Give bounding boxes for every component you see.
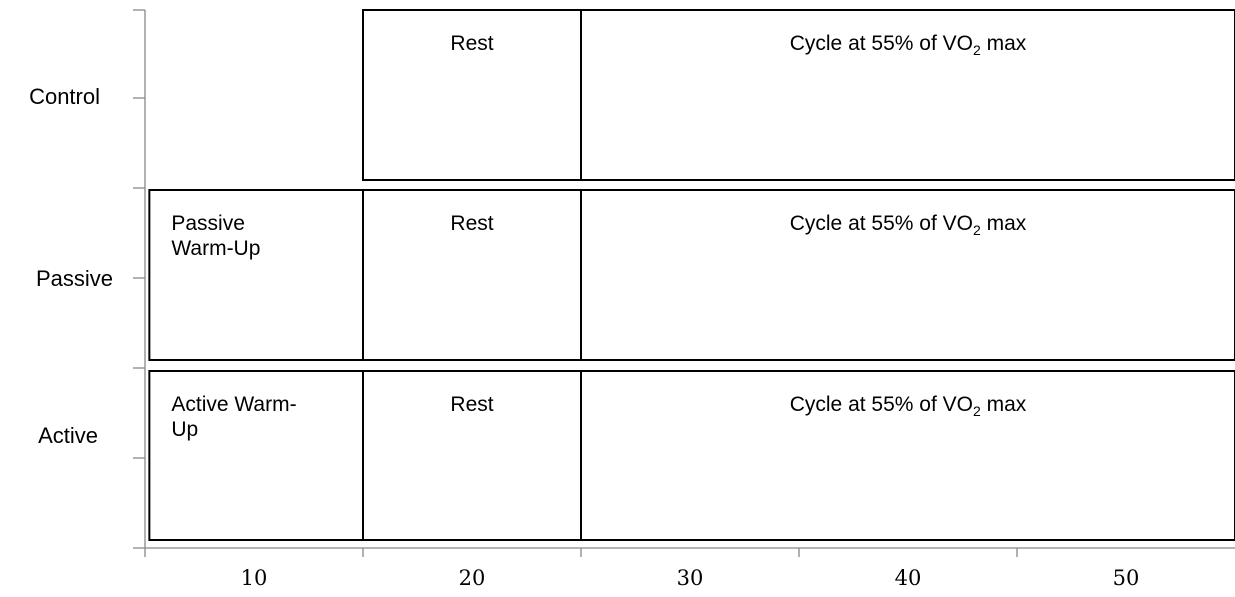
category-label-passive: Passive	[36, 266, 113, 291]
segment-control-cycle-at-55-of-vo	[580, 9, 1235, 181]
category-label-active: Active	[38, 423, 98, 448]
segment-passive-cycle-at-55-of-vo	[580, 189, 1235, 361]
segment-label: Active Warm-	[171, 393, 296, 416]
segment-label: Passive	[171, 212, 245, 235]
segment-label: Up	[171, 418, 198, 441]
category-label-control: Control	[29, 84, 100, 109]
segment-label: Rest	[450, 212, 493, 235]
x-tick-label: 40	[895, 566, 922, 590]
segment-label: Cycle at 55% of VO2 max	[790, 212, 1027, 238]
x-tick-label: 20	[459, 566, 486, 590]
bars-layer	[148, 9, 1235, 541]
x-tick-label: 50	[1113, 566, 1140, 590]
segment-control-rest	[362, 9, 582, 181]
labels-layer: 10 20 30 40 50 Control Passive Active Rest Cycle …	[29, 32, 1139, 590]
segment-label: Warm-Up	[171, 237, 260, 260]
segment-label: Cycle at 55% of VO2 max	[790, 393, 1027, 419]
segment-passive-rest	[362, 189, 582, 361]
segment-passive-passive-warm-up	[148, 189, 364, 361]
x-tick-label: 30	[677, 566, 704, 590]
segment-label: Rest	[450, 393, 493, 416]
segment-active-cycle-at-55-of-vo	[580, 370, 1235, 541]
segment-label: Cycle at 55% of VO2 max	[790, 32, 1027, 58]
segment-label: Rest	[450, 32, 493, 55]
x-tick-label: 10	[241, 566, 268, 590]
ticks-layer	[133, 9, 1018, 557]
